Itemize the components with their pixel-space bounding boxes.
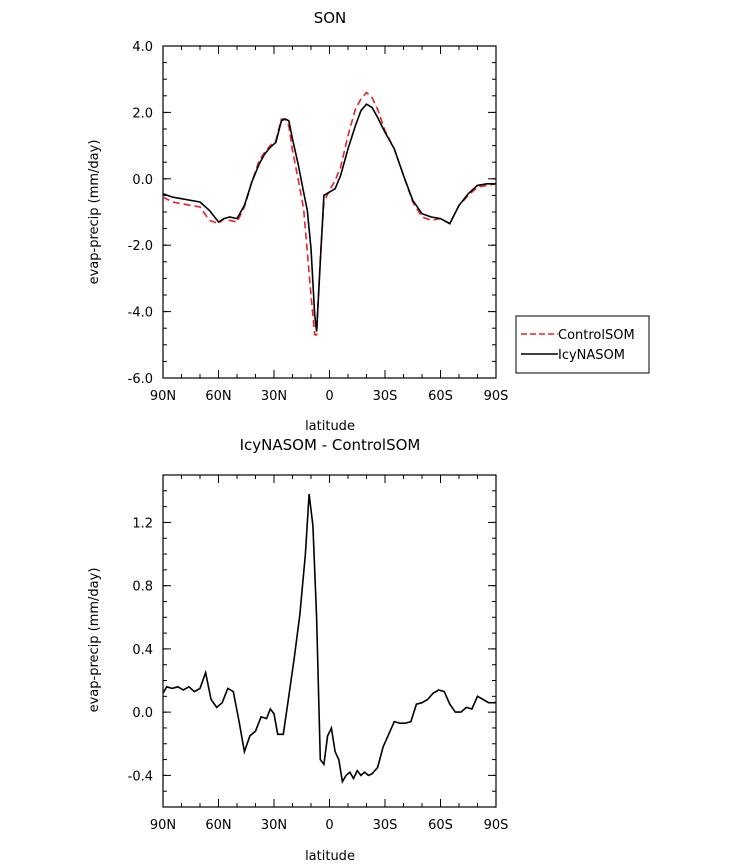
son-x-tick-label: 30N bbox=[261, 389, 287, 404]
son-x-tick-label: 60N bbox=[205, 389, 231, 404]
difference-x-axis-label: latitude bbox=[305, 849, 355, 864]
son-x-tick-label: 60S bbox=[428, 389, 453, 404]
son-series-line-controlsom bbox=[162, 91, 497, 336]
difference-y-tick-label: 0.4 bbox=[132, 643, 153, 658]
son-x-tick-label: 90N bbox=[150, 389, 176, 404]
difference-series-line-difference bbox=[162, 493, 496, 785]
son-axis-ticks: 90N 60N 30N 0 30S 60S 90S 4.0 2.0 0.0 -2.0 -4.0 -6.0 bbox=[128, 40, 509, 404]
son-y-tick-label: -4.0 bbox=[128, 306, 153, 321]
legend-box bbox=[515, 315, 650, 374]
difference-axis-ticks: 90N 60N 30N 0 30S 60S 90S 1.2 0.8 0.4 0.0 -0.4 bbox=[128, 474, 509, 833]
difference-y-tick-label: 0.0 bbox=[132, 706, 153, 721]
son-series-layer bbox=[162, 91, 497, 336]
difference-y-tick-label: -0.4 bbox=[128, 769, 153, 784]
difference-y-tick-label: 1.2 bbox=[132, 516, 153, 531]
difference-plot-frame bbox=[162, 474, 497, 808]
son-x-tick-label: 90S bbox=[484, 389, 509, 404]
son-y-tick-label: 0.0 bbox=[132, 173, 153, 188]
son-y-tick-label: 2.0 bbox=[132, 106, 153, 121]
son-series-line-icynasom bbox=[162, 103, 496, 332]
son-panel: SON 90N 60N 30N 0 30S 60S 90S 4.0 2.0 0.0 -2.0 -4.0… bbox=[87, 9, 650, 434]
difference-y-axis-label: evap-precip (mm/day) bbox=[87, 568, 102, 713]
difference-y-tick-label: 0.8 bbox=[132, 580, 153, 595]
difference-panel: IcyNASOM - ControlSOM 90N 60N 30N 0 30S 60S 90… bbox=[87, 436, 508, 864]
difference-x-tick-label: 90N bbox=[150, 818, 176, 833]
difference-x-tick-label: 0 bbox=[325, 818, 333, 833]
son-legend: ControlSOM IcyNASOM bbox=[515, 315, 650, 374]
difference-series-layer bbox=[162, 493, 496, 785]
difference-x-tick-label: 30S bbox=[373, 818, 398, 833]
difference-x-tick-label: 90S bbox=[484, 818, 509, 833]
son-title: SON bbox=[314, 9, 347, 27]
difference-title: IcyNASOM - ControlSOM bbox=[240, 436, 421, 454]
son-x-axis-label: latitude bbox=[305, 419, 355, 434]
difference-x-tick-label: 30N bbox=[261, 818, 287, 833]
son-y-tick-label: 4.0 bbox=[132, 40, 153, 55]
difference-x-tick-label: 60N bbox=[205, 818, 231, 833]
son-x-tick-label: 30S bbox=[373, 389, 398, 404]
son-y-tick-label: -6.0 bbox=[128, 372, 153, 387]
difference-x-tick-label: 60S bbox=[428, 818, 453, 833]
son-plot-frame bbox=[162, 45, 497, 379]
legend-label-controlsom: ControlSOM bbox=[558, 328, 635, 343]
legend-label-icynasom: IcyNASOM bbox=[558, 348, 625, 363]
son-y-tick-label: -2.0 bbox=[128, 239, 153, 254]
son-y-axis-label: evap-precip (mm/day) bbox=[87, 140, 102, 285]
son-x-tick-label: 0 bbox=[325, 389, 333, 404]
